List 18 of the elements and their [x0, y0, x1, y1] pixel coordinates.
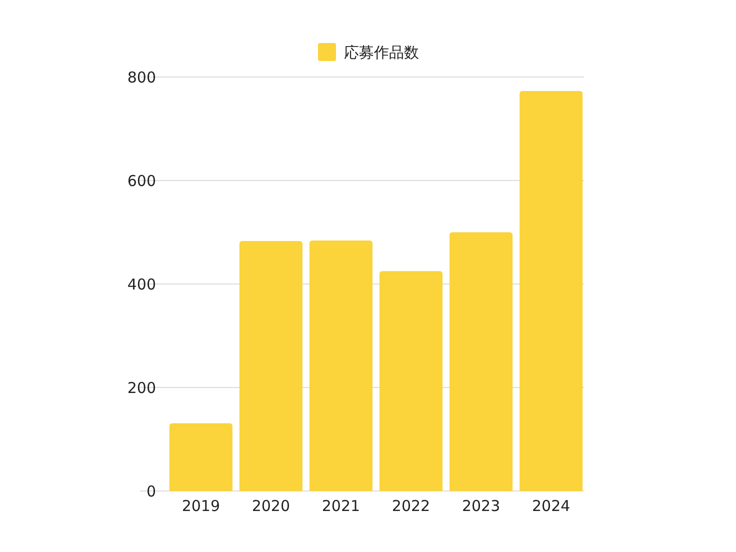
x-tick-label: 2021	[322, 497, 360, 515]
bar	[309, 240, 372, 491]
bar	[520, 90, 583, 491]
bar	[450, 232, 513, 491]
x-tick-label: 2019	[182, 497, 220, 515]
x-tick-label: 2022	[392, 497, 430, 515]
y-tick-label: 200	[127, 378, 156, 397]
bar	[380, 271, 443, 491]
legend-label: 応募作品数	[344, 43, 419, 62]
y-tick-label: 400	[127, 275, 156, 294]
x-tick-label: 2023	[462, 497, 500, 515]
y-tick-label: 0	[146, 482, 156, 500]
y-tick-label: 600	[127, 172, 156, 190]
bar	[169, 423, 232, 491]
x-tick-label: 2024	[532, 497, 570, 515]
x-tick-label: 2020	[252, 497, 290, 515]
bar	[239, 241, 302, 491]
y-tick-label: 800	[127, 68, 156, 86]
